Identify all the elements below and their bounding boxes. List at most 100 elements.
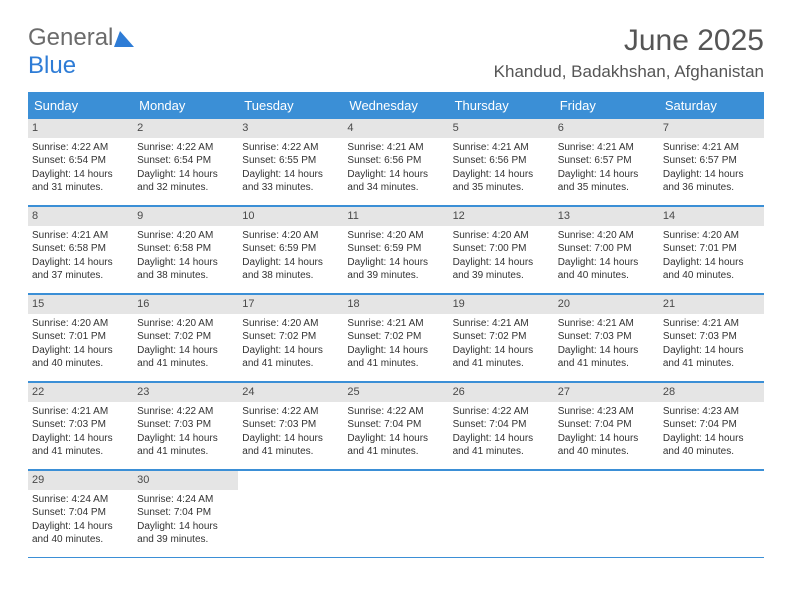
day-text: Sunrise: 4:23 AMSunset: 7:04 PMDaylight:… xyxy=(659,402,764,463)
calendar: SundayMondayTuesdayWednesdayThursdayFrid… xyxy=(28,92,764,558)
day-cell: 9Sunrise: 4:20 AMSunset: 6:58 PMDaylight… xyxy=(133,207,238,293)
day-text: Sunrise: 4:20 AMSunset: 7:01 PMDaylight:… xyxy=(28,314,133,375)
day-text: Sunrise: 4:24 AMSunset: 7:04 PMDaylight:… xyxy=(28,490,133,551)
day-cell: 24Sunrise: 4:22 AMSunset: 7:03 PMDayligh… xyxy=(238,383,343,469)
day-cell: 28Sunrise: 4:23 AMSunset: 7:04 PMDayligh… xyxy=(659,383,764,469)
day-text: Sunrise: 4:22 AMSunset: 7:03 PMDaylight:… xyxy=(133,402,238,463)
logo-part2-wrap: Blue xyxy=(28,52,76,80)
day-text: Sunrise: 4:20 AMSunset: 6:58 PMDaylight:… xyxy=(133,226,238,287)
day-cell: 17Sunrise: 4:20 AMSunset: 7:02 PMDayligh… xyxy=(238,295,343,381)
week-row: 15Sunrise: 4:20 AMSunset: 7:01 PMDayligh… xyxy=(28,294,764,382)
day-number: 27 xyxy=(554,383,659,402)
day-cell: 11Sunrise: 4:20 AMSunset: 6:59 PMDayligh… xyxy=(343,207,448,293)
day-text: Sunrise: 4:20 AMSunset: 7:00 PMDaylight:… xyxy=(449,226,554,287)
day-cell xyxy=(449,471,554,557)
day-number: 25 xyxy=(343,383,448,402)
day-number: 14 xyxy=(659,207,764,226)
day-cell: 10Sunrise: 4:20 AMSunset: 6:59 PMDayligh… xyxy=(238,207,343,293)
day-text: Sunrise: 4:22 AMSunset: 7:03 PMDaylight:… xyxy=(238,402,343,463)
day-text: Sunrise: 4:21 AMSunset: 7:03 PMDaylight:… xyxy=(554,314,659,375)
day-text: Sunrise: 4:20 AMSunset: 7:02 PMDaylight:… xyxy=(238,314,343,375)
week-row: 29Sunrise: 4:24 AMSunset: 7:04 PMDayligh… xyxy=(28,470,764,558)
day-cell: 14Sunrise: 4:20 AMSunset: 7:01 PMDayligh… xyxy=(659,207,764,293)
day-text: Sunrise: 4:21 AMSunset: 7:03 PMDaylight:… xyxy=(659,314,764,375)
day-number: 30 xyxy=(133,471,238,490)
dow-cell: Wednesday xyxy=(343,92,448,119)
day-cell: 12Sunrise: 4:20 AMSunset: 7:00 PMDayligh… xyxy=(449,207,554,293)
day-cell: 29Sunrise: 4:24 AMSunset: 7:04 PMDayligh… xyxy=(28,471,133,557)
day-cell: 30Sunrise: 4:24 AMSunset: 7:04 PMDayligh… xyxy=(133,471,238,557)
day-text: Sunrise: 4:21 AMSunset: 6:57 PMDaylight:… xyxy=(554,138,659,199)
day-number: 8 xyxy=(28,207,133,226)
day-cell: 13Sunrise: 4:20 AMSunset: 7:00 PMDayligh… xyxy=(554,207,659,293)
day-cell: 21Sunrise: 4:21 AMSunset: 7:03 PMDayligh… xyxy=(659,295,764,381)
day-text: Sunrise: 4:20 AMSunset: 7:01 PMDaylight:… xyxy=(659,226,764,287)
day-cell: 27Sunrise: 4:23 AMSunset: 7:04 PMDayligh… xyxy=(554,383,659,469)
day-number: 1 xyxy=(28,119,133,138)
day-number: 20 xyxy=(554,295,659,314)
day-number: 5 xyxy=(449,119,554,138)
dow-cell: Tuesday xyxy=(238,92,343,119)
day-cell: 6Sunrise: 4:21 AMSunset: 6:57 PMDaylight… xyxy=(554,119,659,205)
day-text: Sunrise: 4:21 AMSunset: 6:56 PMDaylight:… xyxy=(449,138,554,199)
day-number: 22 xyxy=(28,383,133,402)
dow-cell: Saturday xyxy=(659,92,764,119)
day-text: Sunrise: 4:24 AMSunset: 7:04 PMDaylight:… xyxy=(133,490,238,551)
page: General June 2025 Khandud, Badakhshan, A… xyxy=(0,0,792,570)
week-row: 8Sunrise: 4:21 AMSunset: 6:58 PMDaylight… xyxy=(28,206,764,294)
header: General June 2025 Khandud, Badakhshan, A… xyxy=(28,24,764,82)
day-number: 17 xyxy=(238,295,343,314)
day-number: 19 xyxy=(449,295,554,314)
day-cell: 7Sunrise: 4:21 AMSunset: 6:57 PMDaylight… xyxy=(659,119,764,205)
day-number: 13 xyxy=(554,207,659,226)
day-number: 10 xyxy=(238,207,343,226)
logo-part1: General xyxy=(28,24,113,52)
day-text: Sunrise: 4:22 AMSunset: 6:54 PMDaylight:… xyxy=(133,138,238,199)
weeks: 1Sunrise: 4:22 AMSunset: 6:54 PMDaylight… xyxy=(28,119,764,558)
day-text: Sunrise: 4:22 AMSunset: 7:04 PMDaylight:… xyxy=(343,402,448,463)
logo-part2: Blue xyxy=(28,52,76,79)
day-text: Sunrise: 4:21 AMSunset: 7:02 PMDaylight:… xyxy=(343,314,448,375)
day-text: Sunrise: 4:22 AMSunset: 6:55 PMDaylight:… xyxy=(238,138,343,199)
day-number: 18 xyxy=(343,295,448,314)
dow-cell: Friday xyxy=(554,92,659,119)
day-number: 28 xyxy=(659,383,764,402)
day-text: Sunrise: 4:21 AMSunset: 6:56 PMDaylight:… xyxy=(343,138,448,199)
day-cell: 20Sunrise: 4:21 AMSunset: 7:03 PMDayligh… xyxy=(554,295,659,381)
day-number: 12 xyxy=(449,207,554,226)
day-number: 26 xyxy=(449,383,554,402)
dow-cell: Monday xyxy=(133,92,238,119)
day-cell: 26Sunrise: 4:22 AMSunset: 7:04 PMDayligh… xyxy=(449,383,554,469)
day-cell: 25Sunrise: 4:22 AMSunset: 7:04 PMDayligh… xyxy=(343,383,448,469)
dow-row: SundayMondayTuesdayWednesdayThursdayFrid… xyxy=(28,92,764,119)
location: Khandud, Badakhshan, Afghanistan xyxy=(494,62,764,82)
dow-cell: Sunday xyxy=(28,92,133,119)
day-cell: 3Sunrise: 4:22 AMSunset: 6:55 PMDaylight… xyxy=(238,119,343,205)
logo-triangle-icon xyxy=(114,31,134,49)
day-number: 16 xyxy=(133,295,238,314)
day-cell: 16Sunrise: 4:20 AMSunset: 7:02 PMDayligh… xyxy=(133,295,238,381)
day-text: Sunrise: 4:21 AMSunset: 7:02 PMDaylight:… xyxy=(449,314,554,375)
day-text: Sunrise: 4:20 AMSunset: 6:59 PMDaylight:… xyxy=(238,226,343,287)
day-cell xyxy=(659,471,764,557)
day-cell: 15Sunrise: 4:20 AMSunset: 7:01 PMDayligh… xyxy=(28,295,133,381)
month-title: June 2025 xyxy=(494,24,764,58)
day-text: Sunrise: 4:21 AMSunset: 7:03 PMDaylight:… xyxy=(28,402,133,463)
day-cell xyxy=(554,471,659,557)
day-number: 7 xyxy=(659,119,764,138)
week-row: 22Sunrise: 4:21 AMSunset: 7:03 PMDayligh… xyxy=(28,382,764,470)
day-number: 9 xyxy=(133,207,238,226)
day-text: Sunrise: 4:20 AMSunset: 6:59 PMDaylight:… xyxy=(343,226,448,287)
logo: General xyxy=(28,24,133,52)
day-number: 4 xyxy=(343,119,448,138)
day-cell: 1Sunrise: 4:22 AMSunset: 6:54 PMDaylight… xyxy=(28,119,133,205)
day-number: 3 xyxy=(238,119,343,138)
day-cell xyxy=(238,471,343,557)
day-cell: 22Sunrise: 4:21 AMSunset: 7:03 PMDayligh… xyxy=(28,383,133,469)
day-text: Sunrise: 4:21 AMSunset: 6:58 PMDaylight:… xyxy=(28,226,133,287)
day-cell xyxy=(343,471,448,557)
title-area: June 2025 Khandud, Badakhshan, Afghanist… xyxy=(494,24,764,82)
day-number: 29 xyxy=(28,471,133,490)
week-row: 1Sunrise: 4:22 AMSunset: 6:54 PMDaylight… xyxy=(28,119,764,206)
day-text: Sunrise: 4:22 AMSunset: 7:04 PMDaylight:… xyxy=(449,402,554,463)
